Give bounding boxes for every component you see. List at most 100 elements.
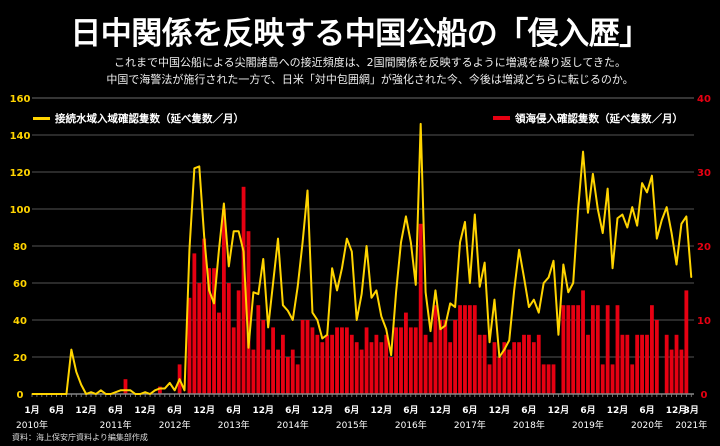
x-axis-year-label: 2020年 — [631, 419, 663, 431]
bar — [236, 290, 241, 394]
line-point — [203, 236, 205, 238]
bar — [325, 334, 330, 394]
line-point — [425, 291, 427, 293]
bar — [212, 268, 216, 394]
bar — [261, 320, 266, 394]
right-axis-tick-label: 20 — [697, 242, 711, 253]
line-point — [129, 389, 131, 391]
line-point — [70, 349, 72, 351]
line-point — [169, 382, 171, 384]
bar — [640, 334, 644, 394]
line-point — [179, 378, 181, 380]
line-point — [164, 387, 166, 390]
bar — [295, 364, 300, 394]
right-axis-tick-label: 30 — [697, 168, 711, 179]
line-point — [238, 230, 240, 232]
bar — [207, 268, 212, 394]
line-point — [380, 315, 382, 317]
bar — [300, 320, 305, 394]
bar — [615, 305, 620, 394]
line-point — [651, 175, 653, 177]
x-axis-year-label: 2016年 — [395, 419, 427, 431]
line-point — [459, 241, 461, 243]
line-point — [247, 347, 250, 349]
legend-bar-label: 領海侵入確認隻数（延べ隻数／月） — [514, 112, 683, 125]
line-point — [31, 393, 33, 395]
bar — [423, 334, 428, 394]
x-axis-month-label: 6月 — [580, 405, 595, 416]
bar — [546, 364, 551, 394]
line-point — [493, 299, 496, 301]
line-point — [405, 215, 407, 217]
line-point — [346, 238, 348, 240]
line-point — [607, 188, 609, 190]
line-point — [479, 286, 481, 288]
bar — [492, 342, 497, 394]
left-axis-tick-label: 0 — [17, 390, 24, 401]
line-point — [292, 319, 294, 321]
left-axis-tick-label: 120 — [10, 168, 31, 179]
line-point — [533, 299, 535, 301]
left-axis-tick-label: 100 — [10, 205, 31, 216]
line-point — [685, 215, 687, 217]
bar — [290, 349, 295, 394]
bar — [458, 305, 462, 394]
x-axis-year-label: 2018年 — [513, 419, 545, 431]
line-point — [488, 341, 491, 343]
line-point — [198, 165, 200, 168]
bar — [123, 379, 128, 394]
left-axis-tick-label: 160 — [10, 94, 31, 105]
line-point — [513, 289, 515, 291]
line-point — [242, 250, 245, 253]
bar — [315, 334, 320, 394]
bar — [192, 253, 197, 394]
x-axis-month-label: 3月 — [684, 405, 699, 416]
line-point — [60, 393, 63, 395]
line-point — [149, 393, 151, 395]
line-point — [174, 389, 176, 391]
line-point — [577, 208, 579, 210]
x-axis-month-label: 12月 — [193, 405, 215, 416]
bar — [536, 334, 541, 394]
x-axis-month-label: 6月 — [639, 405, 654, 416]
bar — [467, 305, 472, 394]
line-point — [454, 306, 456, 308]
line-point — [267, 326, 269, 328]
bar — [226, 283, 231, 394]
line-point — [370, 297, 373, 299]
bar — [487, 364, 492, 394]
line-point — [597, 208, 599, 210]
line-point — [449, 302, 451, 304]
line-point — [375, 289, 377, 291]
line-point — [233, 230, 235, 232]
line-point — [316, 319, 318, 321]
x-axis-month-label: 6月 — [49, 405, 64, 416]
line-point — [341, 267, 343, 269]
bar — [217, 312, 221, 394]
x-axis-month-label: 6月 — [344, 405, 359, 416]
line-point — [464, 221, 466, 223]
x-axis-year-label: 2021年 — [675, 419, 707, 431]
line-point — [474, 213, 476, 216]
x-axis-month-label: 12月 — [371, 405, 393, 416]
bar — [320, 342, 325, 394]
bar — [384, 334, 389, 394]
right-axis-tick-label: 0 — [701, 390, 708, 401]
bar — [600, 364, 605, 394]
bar — [502, 342, 507, 394]
x-axis-month-label: 12月 — [548, 405, 570, 416]
left-axis-tick-label: 40 — [13, 316, 27, 327]
x-axis-year-label: 2014年 — [277, 419, 309, 431]
bar — [266, 349, 271, 394]
x-axis-month-label: 12月 — [607, 405, 629, 416]
line-point — [302, 241, 304, 243]
line-point — [124, 389, 127, 391]
bar — [517, 342, 521, 394]
bar — [482, 334, 487, 394]
line-point — [252, 291, 254, 293]
x-axis-year-label: 2012年 — [159, 419, 191, 431]
line-point — [228, 265, 230, 267]
bar — [581, 290, 585, 394]
line-point — [646, 191, 648, 193]
bar — [438, 320, 443, 394]
